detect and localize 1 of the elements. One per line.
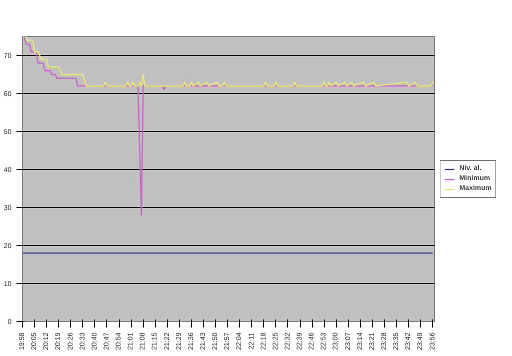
line-series [22, 36, 434, 87]
